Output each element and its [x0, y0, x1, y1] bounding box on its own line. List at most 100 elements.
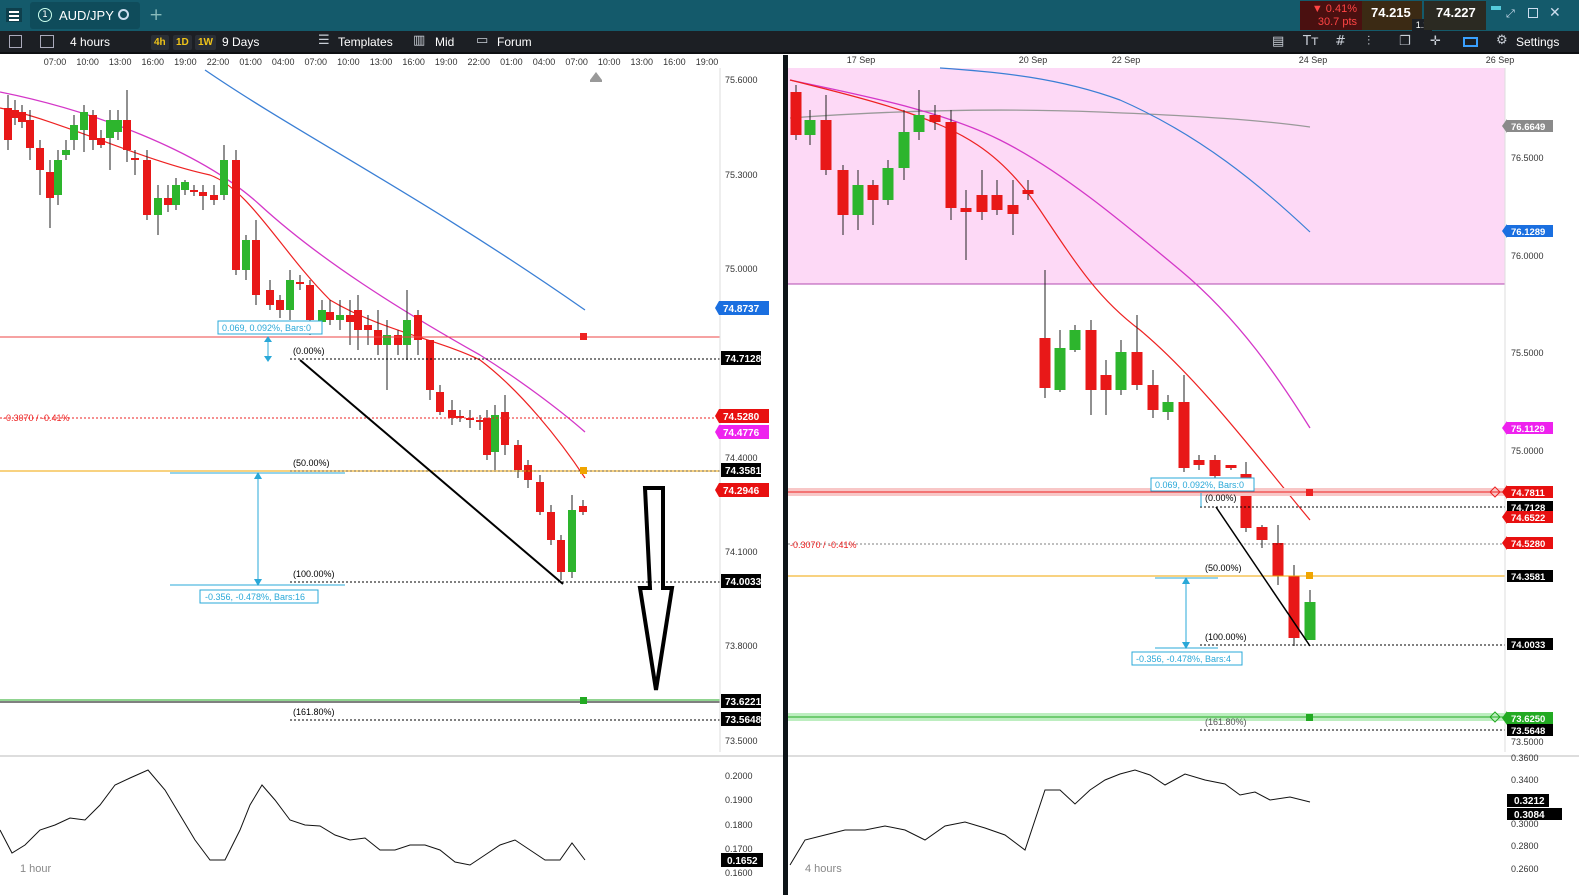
candle-body — [62, 150, 70, 155]
sell-price: 74.215 — [1371, 5, 1411, 20]
price-tag-text: 73.6250 — [1511, 714, 1545, 725]
forum-button[interactable]: Forum — [497, 35, 532, 49]
measure-top-text: 0.069, 0.092%, Bars:0 — [1155, 480, 1244, 490]
price-tag — [1507, 511, 1553, 523]
time-axis-label: 04:00 — [533, 57, 556, 67]
eraser-icon[interactable] — [1463, 37, 1478, 47]
measure-bottom-text: -0.356, -0.478%, Bars:4 — [1136, 654, 1231, 664]
right-chart[interactable]: 17 Sep 20 Sep 22 Sep 24 Sep 26 Sep 0.069, 0.… — [788, 55, 1579, 895]
osc-axis-label: 0.3000 — [1511, 819, 1539, 829]
price-mode-icon: ▥ — [413, 33, 426, 48]
hamburger-icon[interactable] — [6, 8, 22, 22]
candle-body — [501, 412, 509, 445]
time-axis-label: 04:00 — [272, 57, 295, 67]
fib-label-161: (161.80%) — [293, 707, 335, 717]
price-tag-text: 76.6649 — [1511, 122, 1545, 133]
price-axis-label: 76.5000 — [1511, 153, 1544, 163]
tf-button-1d[interactable]: 1D — [173, 35, 192, 50]
buy-price-button[interactable]: 74.227 — [1424, 1, 1486, 30]
price-tag-text: 74.6522 — [1511, 513, 1545, 524]
candle-body — [172, 185, 180, 205]
measure-bottom-box — [199, 589, 319, 604]
price-mode-button[interactable]: Mid — [435, 35, 455, 49]
candle-body — [154, 198, 162, 215]
price-tag-text: 74.5280 — [1511, 539, 1545, 550]
candle-body — [1193, 460, 1205, 465]
pane-divider[interactable] — [783, 55, 788, 895]
left-chart[interactable]: 07:00 10:00 13:00 16:00 19:00 22:00 01:00 04:00… — [0, 55, 783, 895]
symbol-tab[interactable]: 1 AUD/JPY — [30, 2, 140, 29]
time-axis-label: 16:00 — [663, 57, 686, 67]
candle-body — [1225, 465, 1237, 468]
candle-body — [524, 465, 532, 480]
indicator-icon[interactable]: ▤ — [1272, 34, 1285, 49]
sell-price-button[interactable]: 74.215 — [1362, 1, 1422, 30]
change-pts: 30.7 pts — [1317, 16, 1357, 28]
price-tag — [721, 351, 761, 365]
time-axis-label: 07:00 — [305, 57, 328, 67]
price-tag — [721, 694, 761, 708]
interval-select[interactable]: 4 hours — [70, 35, 111, 49]
candle-body — [80, 112, 88, 130]
text-size-icon[interactable]: Tт — [1303, 34, 1319, 49]
popout-icon[interactable] — [1528, 8, 1538, 18]
tf-button-1w[interactable]: 1W — [195, 35, 216, 50]
candle-body — [199, 192, 207, 196]
osc-axis-label: 0.2800 — [1511, 841, 1539, 851]
price-tag — [1507, 724, 1553, 736]
price-axis-label: 76.0000 — [1511, 251, 1544, 261]
date-axis-label: 20 Sep — [1019, 55, 1048, 65]
candle-body — [70, 125, 78, 140]
settings-button[interactable]: Settings — [1516, 35, 1560, 49]
change-label: -0.3070 / -0.41% — [790, 540, 857, 550]
candle-body — [164, 198, 172, 205]
templates-icon: ☰ — [318, 33, 330, 48]
add-tab-icon[interactable]: + — [149, 5, 164, 25]
osc-axis-label: 0.1700 — [725, 844, 753, 854]
candle-body — [1085, 330, 1097, 390]
candle-body — [46, 172, 54, 198]
price-tag — [1507, 422, 1553, 434]
gray-ma-line — [789, 109, 1311, 128]
candle-body — [913, 115, 925, 132]
time-axis-label: 16:00 — [142, 57, 165, 67]
tf-button-4h[interactable]: 4h — [151, 35, 169, 50]
search-icon[interactable] — [118, 9, 129, 20]
candle-body — [190, 190, 198, 192]
grid-icon[interactable]: # — [1335, 34, 1346, 49]
templates-button[interactable]: Templates — [338, 35, 393, 49]
symbol-label: AUD/JPY — [59, 8, 114, 23]
time-axis-label: 19:00 — [696, 57, 719, 67]
buy-price: 74.227 — [1436, 5, 1476, 20]
date-axis-label: 17 Sep — [847, 55, 876, 65]
crosshair-icon[interactable]: ✛ — [1430, 34, 1441, 49]
drawing-icon[interactable]: ⫶ — [1367, 34, 1371, 49]
interval-caption: 1 hour — [20, 863, 52, 875]
fib-label-100: (100.00%) — [293, 569, 335, 579]
price-tag-text: 74.3581 — [1511, 572, 1546, 583]
candle-body — [898, 132, 910, 168]
expand-icon[interactable]: ⤢ — [1506, 7, 1515, 20]
close-icon[interactable]: ✕ — [1549, 5, 1561, 21]
candle-body — [820, 120, 832, 170]
candle-body — [276, 300, 284, 310]
interval-caption: 4 hours — [805, 863, 842, 875]
chart-menu-icon[interactable] — [9, 35, 22, 48]
candle-body — [466, 418, 474, 420]
candle-body — [426, 340, 434, 390]
candle-body — [579, 506, 587, 512]
candle-body — [97, 138, 105, 145]
gear-icon[interactable]: ⚙ — [1496, 33, 1508, 48]
candle-body — [837, 170, 849, 215]
price-tag-text: 74.3581 — [725, 466, 762, 477]
range-select[interactable]: 9 Days — [222, 35, 260, 49]
resistance-zone — [788, 68, 1505, 284]
layers-icon[interactable]: ❐ — [1399, 34, 1411, 49]
time-axis-label: 13:00 — [370, 57, 393, 67]
layout-icon[interactable] — [40, 35, 54, 48]
price-tag — [721, 574, 761, 588]
price-tag — [1507, 501, 1553, 513]
osc-tag — [721, 853, 763, 867]
candle-body — [1007, 205, 1019, 214]
link-icon[interactable] — [1491, 6, 1501, 10]
